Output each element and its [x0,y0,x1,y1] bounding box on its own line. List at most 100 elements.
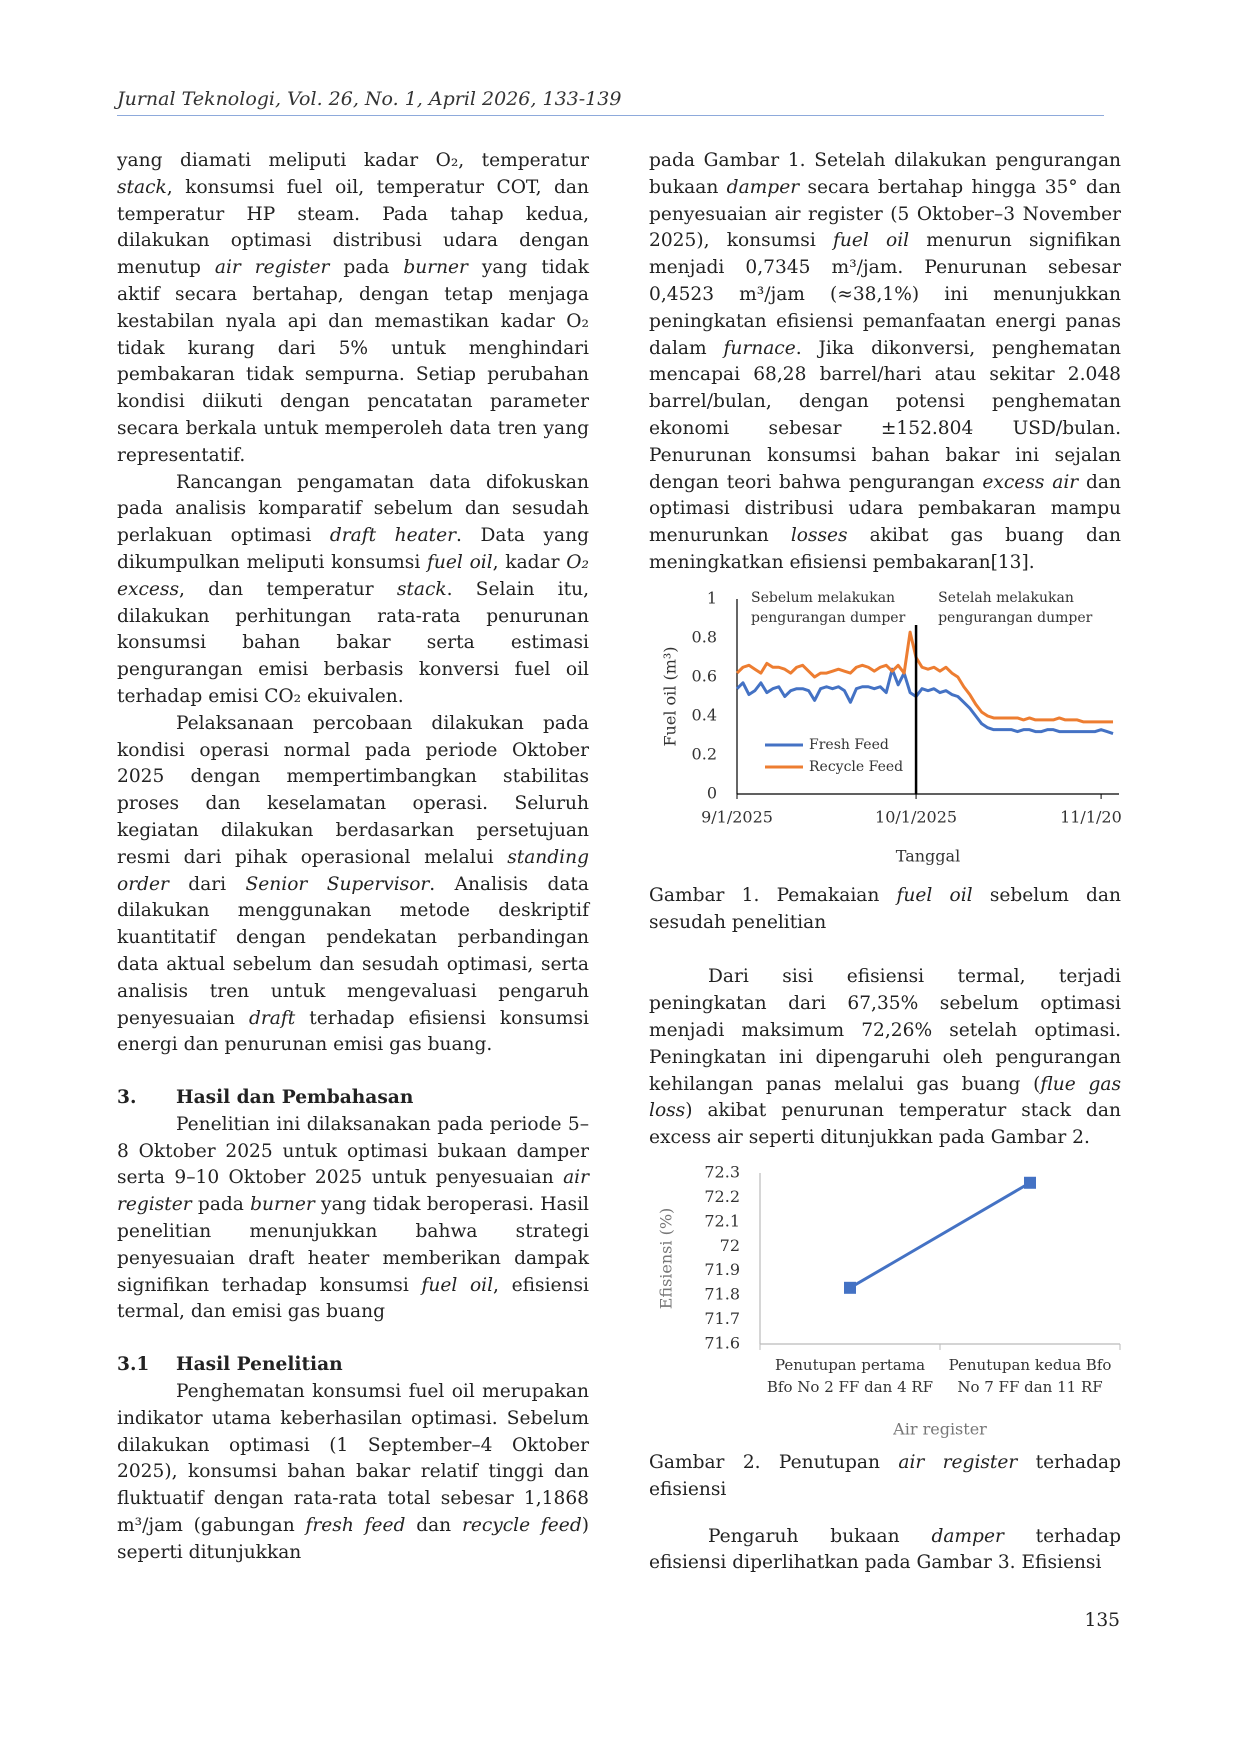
text-run: Penghematan konsumsi fuel oil merupakan … [117,1381,589,1537]
text-run: yang tidak aktif secara bertahap, dengan… [117,257,589,466]
right-column: pada Gambar 1. Setelah dilakukan pengura… [649,148,1121,1577]
x-axis-label: Tanggal [896,846,960,865]
data-line [735,667,1114,735]
annotation: pengurangan dumper [751,610,906,626]
y-tick-label: 72 [720,1236,740,1255]
x-axis-label: Air register [892,1419,987,1438]
y-tick-label: 1 [707,588,717,607]
paragraph: Pelaksanaan percobaan dilakukan pada kon… [117,711,589,1059]
data-line [735,630,1114,724]
annotation: Sebelum melakukan [751,590,895,606]
y-tick-label: 0 [707,783,717,802]
section-number: 3.1 [117,1354,150,1376]
text-run: , konsumsi fuel oil, temperatur COT, dan… [117,176,589,279]
x-tick-label: Bfo No 2 FF dan 4 RF [767,1378,933,1396]
section-title: Hasil dan Pembahasan [176,1087,414,1109]
text-run: secara bertahap hingga 35° dan penyesuai… [649,176,1122,252]
text-run: sebelum dan sesudah penelitian [649,884,1121,933]
x-tick-label: 9/1/2025 [701,807,773,826]
italic-run: stack [117,176,167,198]
legend-label: Fresh Feed [809,737,889,753]
y-tick-label: 72.1 [704,1211,740,1230]
text-run: terhadap efisiensi konsumsi energi dan p… [117,1007,589,1056]
text-run: Pelaksanaan percobaan dilakukan pada kon… [117,712,589,868]
y-tick-label: 72.2 [704,1187,740,1206]
legend-label: Recycle Feed [809,759,903,775]
y-tick-label: 71.9 [704,1260,740,1279]
text-run: yang diamati meliputi kadar O₂, temperat… [117,150,589,171]
text-run: , dan temperatur [179,578,397,600]
italic-run: fuel oil [896,884,973,906]
x-tick-label: 11/1/2025 [1060,807,1121,826]
fuel-oil-chart: 0 0.2 0.4 0.6 0.8 1 Fuel oil (m³) Tanggal 9/1/20… [661,588,1122,865]
text-run: . Analisis data dilakukan menggunakan me… [117,873,589,1029]
x-tick-label: Penutupan pertama [775,1356,925,1374]
text-run: terhadap efisiensi [649,1451,1122,1500]
italic-run: damper [931,1525,1004,1547]
italic-run: fuel oil [421,1274,494,1296]
italic-run: recycle feed [461,1515,582,1537]
text-run: dan optimasi distribusi udara pembakaran… [649,471,1121,547]
italic-run: furnace [723,337,796,359]
y-axis-label: Fuel oil (m³) [661,646,680,746]
text-run: . Data yang dikumpulkan meliputi konsums… [117,525,589,573]
italic-run: damper [726,176,800,198]
italic-run: Senior Supervisor [245,873,430,895]
x-tick-label: No 7 FF dan 11 RF [957,1378,1102,1396]
italic-run: standing order [117,846,589,895]
italic-run: air register [214,257,330,279]
paragraph: yang diamati meliputi kadar O₂, temperat… [117,148,589,470]
y-tick-label: 0.4 [692,705,717,724]
italic-run: O₂ excess [117,551,589,600]
y-axis-label: Efisiensi (%) [657,1208,676,1310]
y-tick-label: 71.6 [704,1333,740,1352]
y-tick-label: 0.6 [692,666,717,685]
text-run: . Jika dikonversi, penghematan mencapai … [649,337,1122,493]
text-run: Pengaruh bukaan [708,1525,932,1547]
italic-run: air register [898,1451,1018,1473]
text-run: pada Gambar 1. Setelah dilakukan pengura… [649,150,1121,198]
y-tick-label: 71.7 [704,1309,740,1328]
left-column: yang diamati meliputi kadar O₂, temperat… [117,148,589,1567]
paragraph: Pengaruh bukaan damper terhadap efisiens… [649,1524,1121,1578]
section-number: 3. [117,1087,137,1109]
text-run: ) akibat penurunan temperatur stack dan … [649,1100,1121,1149]
x-tick-label: Penutupan kedua Bfo [949,1356,1112,1374]
italic-run: flue gas loss [649,1073,1121,1122]
text-run: Gambar 1. Pemakaian [649,884,897,906]
italic-run: fuel oil [427,551,493,573]
y-tick-label: 0.2 [692,744,717,763]
text-run: akibat gas buang dan meningkatkan efisie… [649,525,1121,573]
text-run: dan [405,1515,462,1537]
text-run: pada [191,1194,251,1216]
figure-caption: Gambar 2. Penutupan air register terhada… [649,1450,1121,1504]
text-run: Dari sisi efisiensi termal, terjadi peni… [649,966,1121,1095]
page-number: 135 [1084,1610,1121,1631]
annotation: Setelah melakukan [938,590,1074,606]
italic-run: burner [250,1194,315,1216]
figure-caption: Gambar 1. Pemakaian fuel oil sebelum dan… [649,883,1121,937]
data-point [844,1281,856,1294]
annotation: pengurangan dumper [938,610,1093,626]
italic-run: air register [117,1167,589,1216]
header-rule [117,115,1104,116]
paragraph: Penghematan konsumsi fuel oil merupakan … [117,1379,589,1567]
text-run: , efisiensi termal, dan emisi gas buang [117,1274,589,1323]
section-heading: 3.1 Hasil Penelitian [117,1352,589,1379]
paragraph: Rancangan pengamatan data difokuskan pad… [117,470,589,711]
text-run: Penelitian ini dilaksanakan pada periode… [117,1113,589,1189]
section-title: Hasil Penelitian [176,1354,343,1376]
italic-run: draft [249,1007,296,1029]
paragraph: Penelitian ini dilaksanakan pada periode… [117,1112,589,1326]
text-run: menurun signifikan menjadi 0,7345 m³/jam… [649,230,1121,359]
italic-run: stack [396,578,447,600]
text-run: pada [329,257,404,279]
italic-run: fuel oil [832,230,910,252]
italic-run: losses [790,525,848,547]
journal-header: Jurnal Teknologi, Vol. 26, No. 1, April … [117,88,622,110]
text-run: Gambar 2. Penutupan [649,1451,899,1473]
x-tick-label: 10/1/2025 [875,807,957,826]
italic-run: fresh feed [305,1515,406,1537]
data-line [849,1181,1031,1290]
